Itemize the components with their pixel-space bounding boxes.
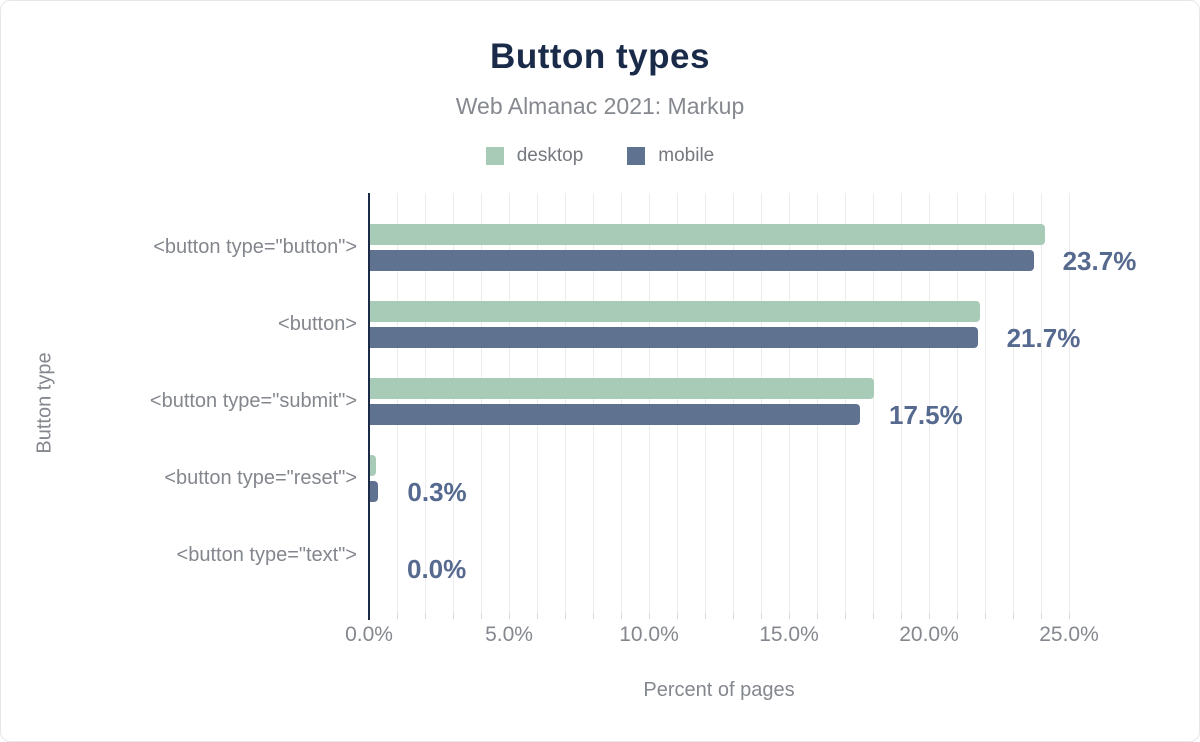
- gridline-18pct: [873, 193, 874, 613]
- chart-subtitle: Web Almanac 2021: Markup: [455, 93, 745, 119]
- legend-item-desktop: desktop: [485, 145, 584, 167]
- x-tick-label-20pct: 20.0%: [899, 623, 959, 646]
- category-label-0: <button type="button">: [153, 236, 357, 258]
- x-minor-tick-24pct: [1041, 613, 1042, 619]
- value-label-4: 0.0%: [407, 554, 467, 584]
- gridline-15pct: [789, 193, 790, 613]
- category-label-1: <button>: [278, 313, 357, 335]
- x-minor-tick-21pct: [957, 613, 958, 619]
- x-minor-tick-3pct: [453, 613, 454, 619]
- gridline-21pct: [957, 193, 958, 613]
- x-minor-tick-8pct: [593, 613, 594, 619]
- x-axis-title: Percent of pages: [643, 679, 795, 701]
- bar-mobile-1: [370, 326, 978, 348]
- x-tick-label-25pct: 25.0%: [1039, 623, 1099, 646]
- gridline-1pct: [397, 193, 398, 613]
- x-minor-tick-18pct: [873, 613, 874, 619]
- x-tick-label-5pct: 5.0%: [485, 623, 533, 646]
- legend-swatch-mobile: [627, 147, 646, 165]
- gridline-16pct: [817, 193, 818, 613]
- x-minor-tick-23pct: [1013, 613, 1014, 619]
- gridline-24pct: [1041, 193, 1042, 613]
- category-label-3: <button type="reset">: [164, 467, 357, 489]
- x-minor-tick-1pct: [397, 613, 398, 619]
- bar-desktop-1: [370, 300, 981, 322]
- gridline-23pct: [1013, 193, 1014, 613]
- gridline-11pct: [677, 193, 678, 613]
- gridline-25pct: [1069, 193, 1070, 613]
- legend-swatch-desktop: [485, 147, 504, 165]
- x-minor-tick-13pct: [733, 613, 734, 619]
- x-minor-tick-25pct: [1069, 613, 1070, 619]
- legend-item-mobile: mobile: [627, 145, 714, 167]
- bar-mobile-3: [370, 480, 379, 502]
- x-minor-tick-7pct: [565, 613, 566, 619]
- bar-mobile-2: [370, 403, 860, 425]
- legend-label-mobile: mobile: [658, 145, 715, 166]
- x-minor-tick-14pct: [761, 613, 762, 619]
- gridline-22pct: [985, 193, 986, 613]
- x-tick-label-10pct: 10.0%: [619, 623, 679, 646]
- gridline-3pct: [453, 193, 454, 613]
- x-minor-tick-9pct: [621, 613, 622, 619]
- x-tick-label-15pct: 15.0%: [759, 623, 819, 646]
- x-minor-tick-17pct: [845, 613, 846, 619]
- gridline-5pct: [509, 193, 510, 613]
- gridline-4pct: [481, 193, 482, 613]
- gridline-8pct: [593, 193, 594, 613]
- value-label-0: 23.7%: [1062, 246, 1137, 276]
- value-label-1: 21.7%: [1006, 323, 1081, 353]
- gridline-10pct: [649, 193, 650, 613]
- gridline-7pct: [565, 193, 566, 613]
- value-label-2: 17.5%: [889, 400, 963, 430]
- x-minor-tick-22pct: [985, 613, 986, 619]
- category-label-2: <button type="submit">: [149, 390, 357, 412]
- x-minor-tick-2pct: [425, 613, 426, 619]
- bar-mobile-0: [370, 249, 1034, 271]
- x-minor-tick-11pct: [677, 613, 678, 619]
- bar-desktop-2: [370, 377, 874, 399]
- gridline-20pct: [929, 193, 930, 613]
- y-category-labels: <button type="button"> <button> <button ty…: [1, 193, 357, 613]
- x-tick-label-0pct: 0.0%: [345, 623, 393, 646]
- gridline-9pct: [621, 193, 622, 613]
- x-minor-tick-10pct: [649, 613, 650, 619]
- x-minor-tick-12pct: [705, 613, 706, 619]
- value-label-3: 0.3%: [407, 477, 467, 507]
- y-axis-line: [368, 193, 370, 620]
- category-label-4: <button type="text">: [176, 544, 357, 566]
- plot-area: 23.7% 21.7% 17.5% 0.3% 0.0%: [369, 193, 1136, 613]
- x-minor-tick-6pct: [537, 613, 538, 619]
- x-minor-tick-20pct: [929, 613, 930, 619]
- x-minor-tick-5pct: [509, 613, 510, 619]
- gridline-12pct: [705, 193, 706, 613]
- bar-desktop-0: [370, 223, 1045, 245]
- gridline-2pct: [425, 193, 426, 613]
- x-minor-tick-16pct: [817, 613, 818, 619]
- gridline-6pct: [537, 193, 538, 613]
- legend-label-desktop: desktop: [516, 145, 584, 166]
- gridline-17pct: [845, 193, 846, 613]
- gridline-14pct: [761, 193, 762, 613]
- bar-desktop-3: [370, 454, 376, 476]
- chart-legend: desktop mobile: [1, 145, 1199, 167]
- chart-title: Button types: [490, 37, 710, 76]
- x-minor-tick-19pct: [901, 613, 902, 619]
- gridline-13pct: [733, 193, 734, 613]
- x-minor-tick-4pct: [481, 613, 482, 619]
- gridline-19pct: [901, 193, 902, 613]
- x-minor-tick-15pct: [789, 613, 790, 619]
